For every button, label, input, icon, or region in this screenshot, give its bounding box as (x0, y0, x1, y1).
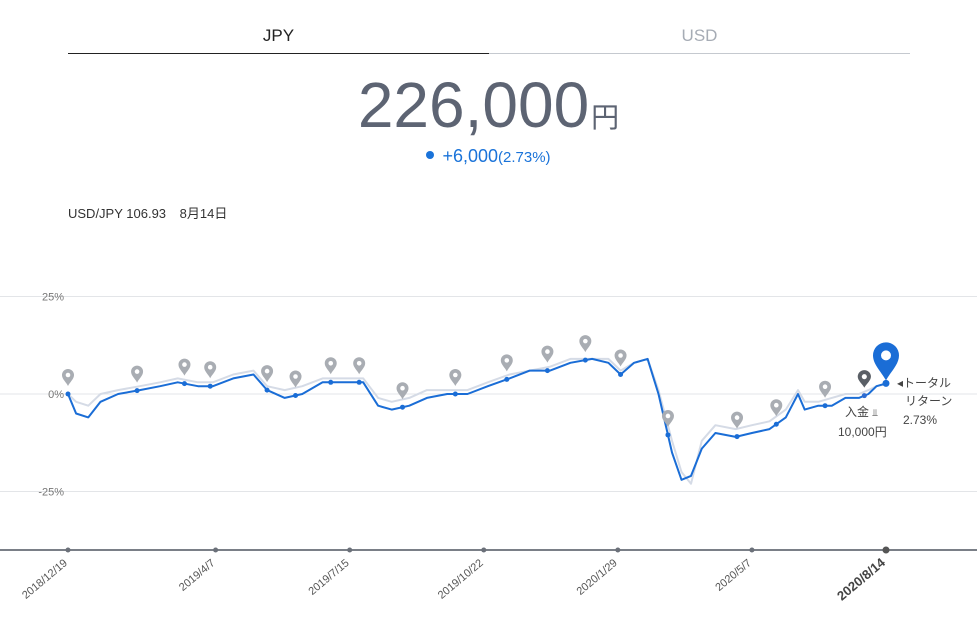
deposit-amount: 10,000円 (838, 425, 887, 439)
pin-hole (134, 369, 140, 374)
change-value: +6,000 (442, 146, 499, 166)
data-point (181, 381, 187, 387)
x-tick-dot (213, 547, 219, 553)
data-point (293, 393, 299, 398)
pin-hole (665, 413, 671, 419)
pin-hole (583, 338, 588, 344)
x-tick-dot (347, 547, 353, 553)
data-point (65, 391, 71, 397)
exchange-rate-info: USD/JPY 106.93 8月14日 (68, 203, 237, 222)
data-point (582, 357, 588, 363)
location-pin-icon (731, 411, 744, 429)
y-tick-label: 25% (42, 292, 64, 304)
exchange-rate: USD/JPY 106.93 (68, 206, 167, 221)
location-pin-icon (579, 335, 592, 353)
pin-hole (822, 384, 828, 390)
x-tick-label: 2019/7/15 (306, 557, 351, 598)
tab-jpy[interactable]: JPY (68, 22, 489, 54)
y-tick-label: 0% (48, 389, 64, 401)
location-pin-icon (500, 354, 513, 372)
x-tick-dot (615, 547, 621, 553)
pin-hole (734, 415, 740, 420)
x-tick-dot (65, 547, 71, 553)
x-tick-label: 2020/8/14 (834, 554, 889, 603)
tab-usd[interactable]: USD (489, 22, 910, 54)
location-pin-icon (449, 369, 462, 386)
total-amount-value: 226,000 (357, 69, 590, 141)
pin-hole (65, 372, 71, 378)
location-pin-icon (261, 365, 274, 383)
total-return-value: 2.73% (903, 413, 938, 427)
data-point (504, 376, 510, 382)
total-amount-unit: 円 (591, 102, 620, 133)
location-pin-icon (289, 370, 302, 388)
data-point (207, 383, 213, 389)
currency-tabs: JPY USD (68, 22, 910, 54)
data-point (734, 434, 740, 440)
data-point (861, 393, 867, 399)
deposit-icon: ⫫ (872, 408, 878, 419)
x-tick-label: 2019/4/7 (177, 557, 218, 594)
y-tick-label: -25% (38, 487, 64, 499)
current-location-pin-icon (873, 342, 899, 381)
benchmark-line (67, 357, 887, 485)
current-point (882, 379, 890, 387)
data-point (400, 404, 406, 410)
location-pin-icon (324, 357, 337, 375)
total-return-line (67, 357, 887, 481)
data-point (822, 403, 828, 409)
change-percent: (2.73%) (498, 149, 551, 166)
change-dot-icon (426, 151, 435, 160)
pin-hole (504, 358, 510, 363)
x-tick-dot (749, 547, 755, 553)
data-point (618, 372, 624, 377)
data-point (452, 391, 458, 397)
pin-hole (545, 349, 550, 354)
data-point (773, 421, 779, 427)
pin-hole (881, 350, 891, 361)
pin-hole (861, 374, 867, 380)
pin-hole (774, 402, 779, 408)
x-tick-label: 2019/10/22 (436, 557, 486, 602)
x-tick-dot (481, 547, 487, 553)
location-pin-icon (178, 358, 191, 376)
data-point (264, 387, 270, 393)
deposit-label: 入金 ⫫ (845, 405, 878, 419)
location-pin-icon (131, 365, 144, 383)
total-return-label-2: リターン (905, 394, 953, 408)
exchange-rate-date: 8月14日 (179, 206, 228, 221)
location-pin-icon (614, 349, 627, 367)
pin-hole (356, 361, 362, 366)
pin-hole (618, 353, 623, 358)
location-pin-icon (396, 382, 409, 400)
x-tick-label: 2020/1/29 (575, 557, 620, 598)
location-pin-icon (661, 409, 674, 427)
x-tick-dot (882, 546, 890, 554)
data-point (134, 388, 140, 394)
total-amount: 226,000円 (0, 68, 977, 142)
location-pin-icon (62, 369, 74, 386)
location-pin-icon (770, 399, 783, 417)
data-point (544, 368, 550, 374)
data-point (328, 379, 334, 385)
pin-hole (328, 361, 334, 366)
location-pin-icon (353, 357, 366, 375)
change-summary: +6,000(2.73%) (0, 146, 977, 167)
pin-hole (293, 374, 298, 379)
pin-hole (182, 362, 187, 367)
x-tick-label: 2018/12/19 (20, 557, 70, 602)
pin-hole (400, 385, 405, 391)
total-return-label-1: ◂トータル (897, 376, 952, 390)
pin-hole (453, 372, 458, 378)
x-tick-label: 2020/5/7 (713, 557, 754, 594)
pin-hole (207, 364, 213, 370)
data-point (665, 432, 671, 438)
data-point (356, 379, 362, 385)
pin-hole (264, 368, 270, 374)
location-pin-icon (204, 361, 217, 379)
location-pin-icon (819, 380, 832, 398)
location-pin-icon (541, 345, 554, 363)
